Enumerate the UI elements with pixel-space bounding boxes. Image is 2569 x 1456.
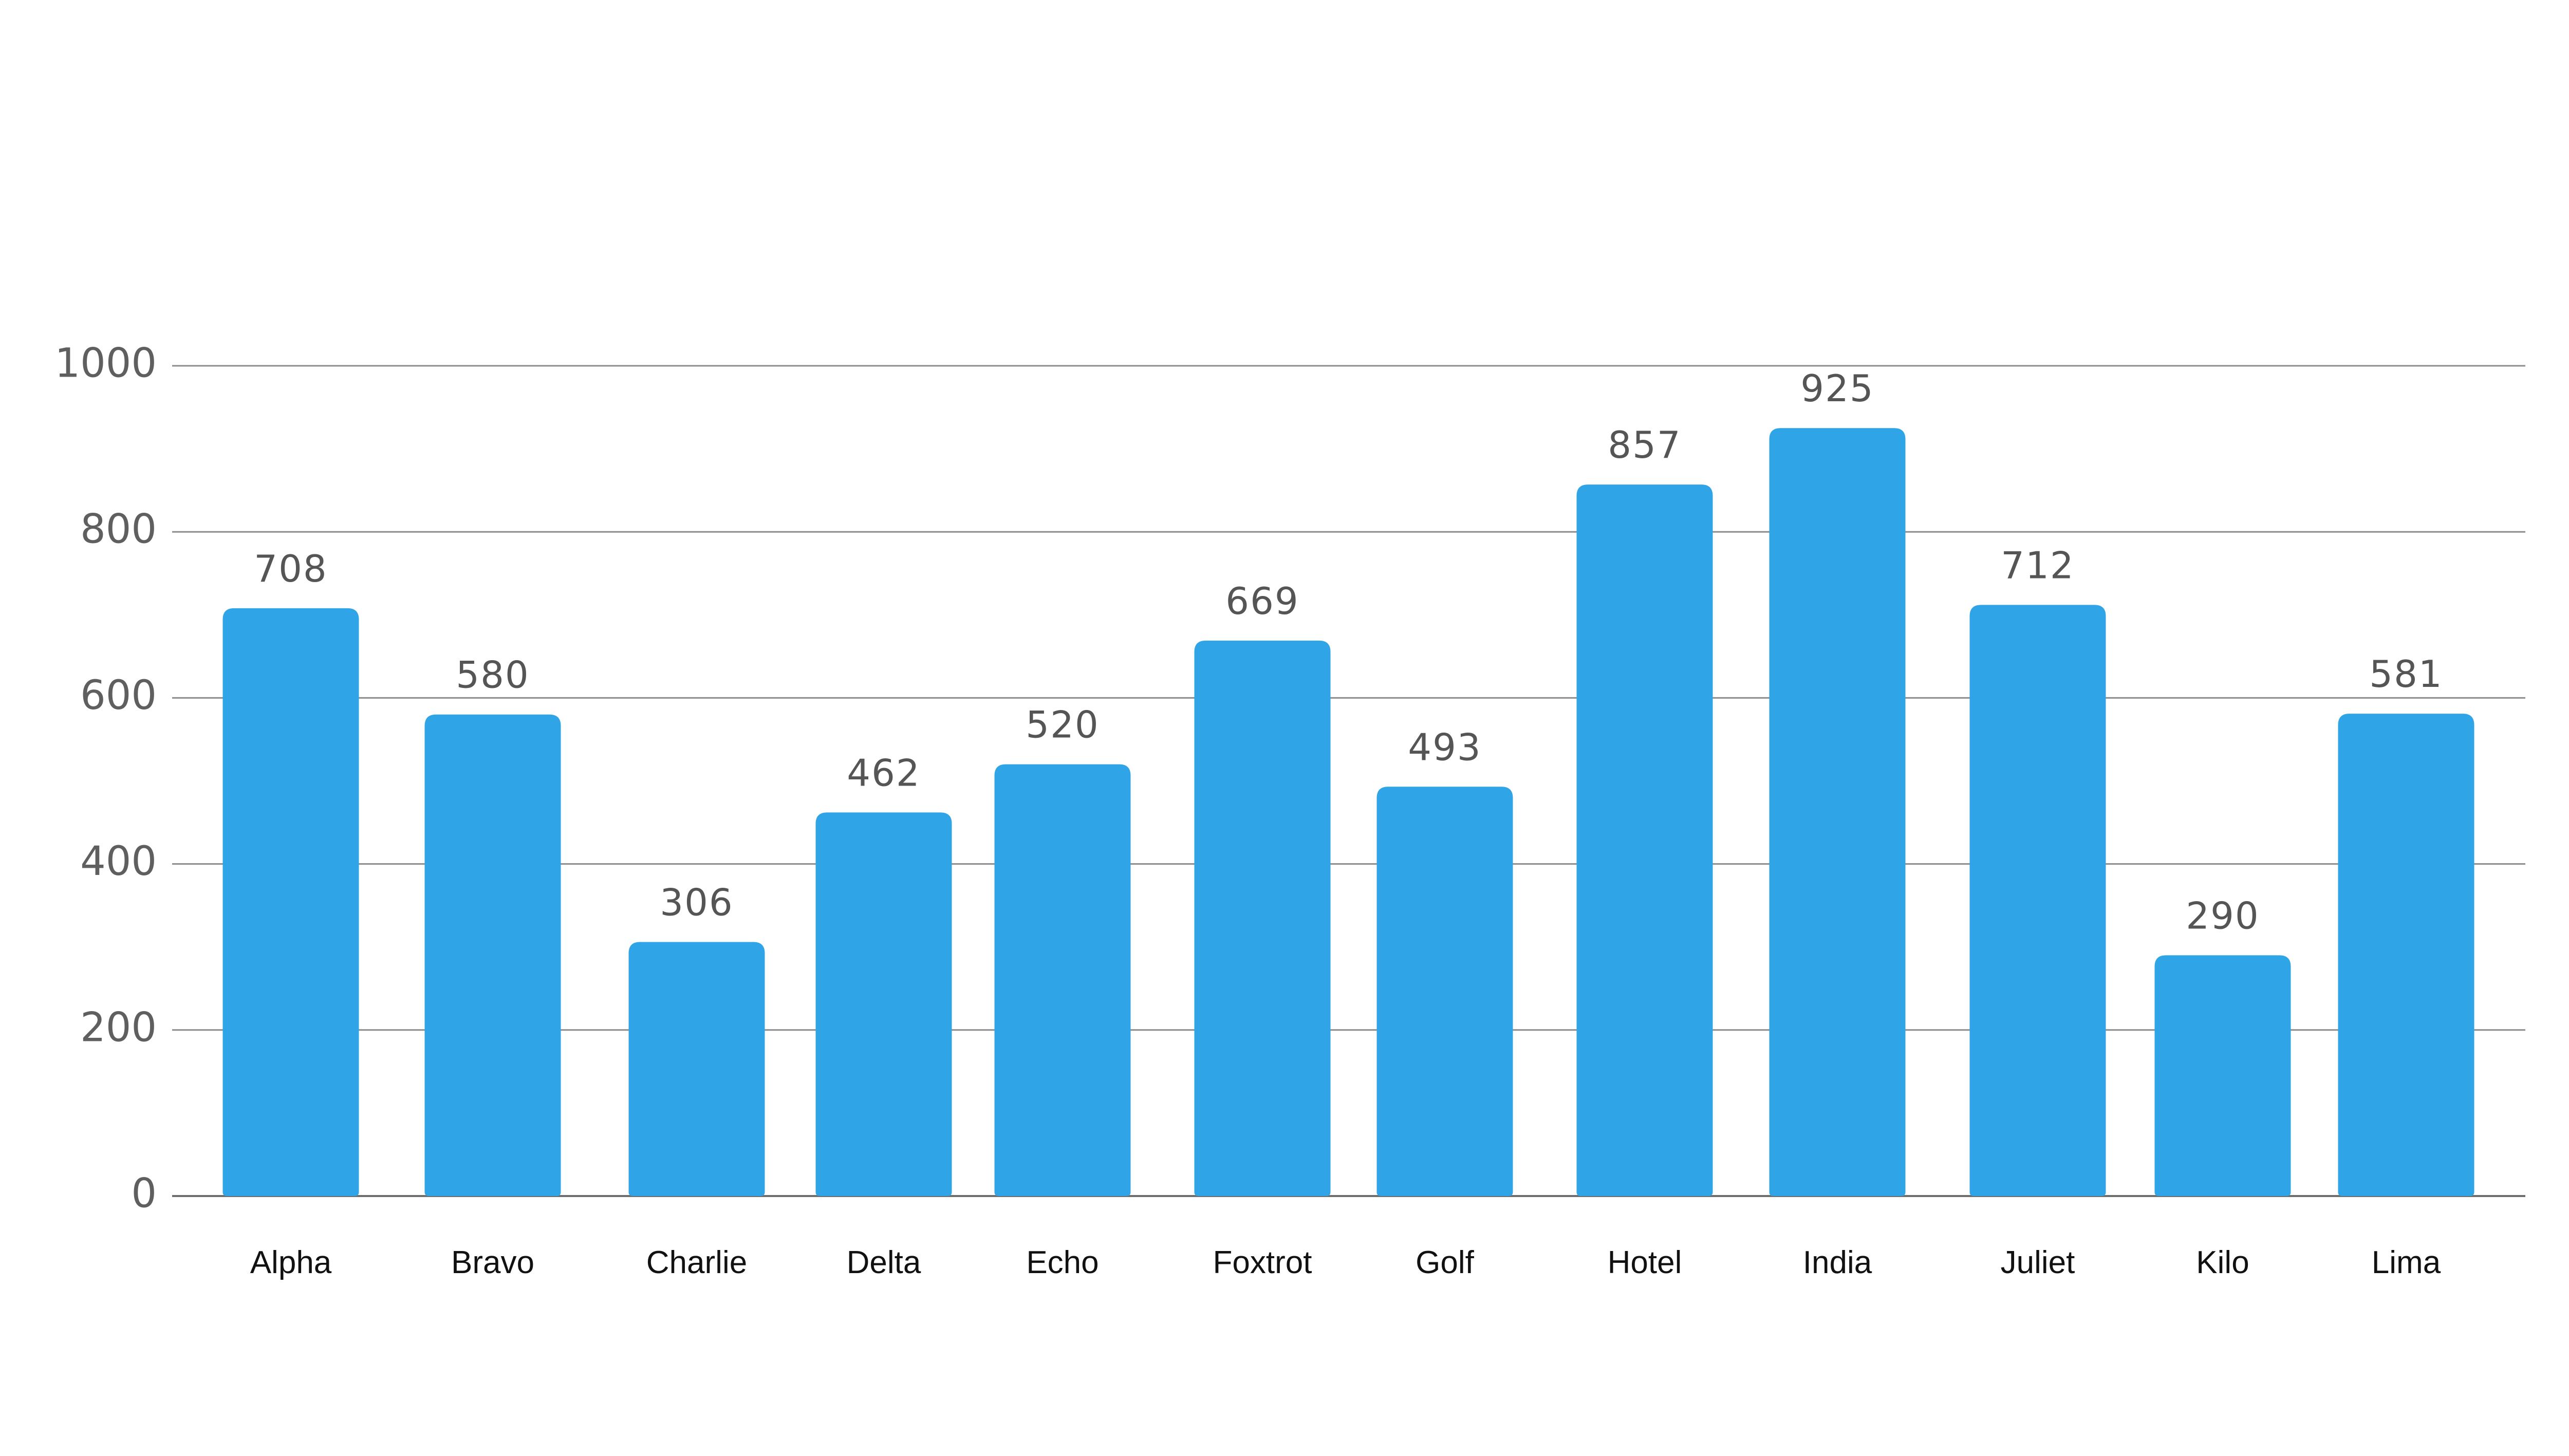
bar-hotel: [1576, 484, 1713, 1196]
x-tick-label-alpha: Alpha: [250, 1245, 332, 1280]
bar-echo: [994, 764, 1131, 1196]
data-label-alpha: 708: [254, 547, 327, 590]
bar-alpha: [222, 608, 359, 1196]
bars: [222, 428, 2474, 1197]
x-axis: Alpha Bravo Charlie Delta Echo Foxtrot Golf Hot…: [250, 1245, 2441, 1280]
bar-bravo: [424, 714, 561, 1196]
data-labels: 708 580 306 462 520 669 493 857 925 712 290 581: [254, 367, 2443, 937]
y-tick-label: 600: [80, 673, 157, 719]
y-tick-label: 1000: [54, 340, 157, 386]
data-label-india: 925: [1800, 367, 1874, 410]
bar-india: [1769, 428, 1906, 1197]
bar-delta: [815, 812, 952, 1196]
x-tick-label-hotel: Hotel: [1608, 1245, 1682, 1280]
data-label-kilo: 290: [2186, 894, 2259, 937]
x-tick-label-delta: Delta: [847, 1245, 921, 1280]
bar-lima: [2338, 714, 2474, 1196]
grid: [172, 365, 2525, 1197]
data-label-juliet: 712: [2001, 544, 2074, 587]
data-label-foxtrot: 669: [1225, 580, 1299, 623]
y-tick-label: 400: [80, 838, 157, 885]
bar-juliet: [1969, 605, 2106, 1196]
y-tick-label: 800: [80, 507, 157, 553]
x-tick-label-kilo: Kilo: [2196, 1245, 2249, 1280]
bar-foxtrot: [1194, 640, 1331, 1196]
bar-charlie: [628, 942, 765, 1196]
bar-golf: [1376, 787, 1513, 1196]
data-label-hotel: 857: [1608, 423, 1681, 466]
x-tick-label-lima: Lima: [2372, 1245, 2441, 1280]
data-label-bravo: 580: [456, 654, 529, 697]
y-tick-label: 200: [80, 1004, 157, 1051]
x-tick-label-echo: Echo: [1026, 1245, 1099, 1280]
x-tick-label-juliet: Juliet: [2001, 1245, 2075, 1280]
data-label-delta: 462: [847, 751, 920, 794]
y-tick-label: 0: [131, 1170, 157, 1217]
x-tick-label-bravo: Bravo: [451, 1245, 534, 1280]
x-tick-label-charlie: Charlie: [646, 1245, 747, 1280]
data-label-echo: 520: [1026, 703, 1099, 746]
y-axis: 0 200 400 600 800 1000: [54, 340, 157, 1217]
x-tick-label-golf: Golf: [1416, 1245, 1474, 1280]
data-label-golf: 493: [1408, 725, 1481, 769]
data-label-charlie: 306: [660, 881, 733, 924]
bar-kilo: [2154, 955, 2291, 1196]
data-label-lima: 581: [2369, 652, 2443, 696]
x-tick-label-india: India: [1803, 1245, 1872, 1280]
x-tick-label-foxtrot: Foxtrot: [1213, 1245, 1312, 1280]
